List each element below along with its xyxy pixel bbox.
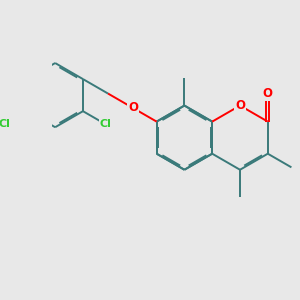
Text: Cl: Cl <box>0 119 11 129</box>
Text: Cl: Cl <box>100 119 112 129</box>
Text: O: O <box>263 87 273 100</box>
Text: O: O <box>128 101 138 115</box>
Text: O: O <box>235 99 245 112</box>
